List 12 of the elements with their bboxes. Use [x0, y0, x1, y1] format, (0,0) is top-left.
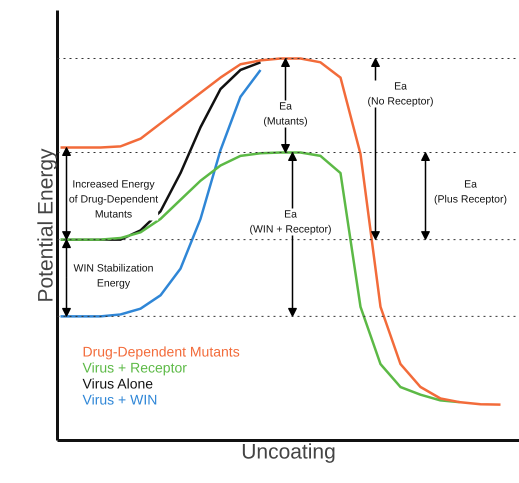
- annotation: Increased Energy of Drug-Dependent Mutants: [68, 178, 158, 220]
- annotation: Ea (No Receptor): [368, 80, 434, 108]
- annotation: Ea (Plus Receptor): [434, 178, 507, 206]
- text: Virus + WIN: [82, 392, 158, 408]
- x-axis-title: Uncoating: [241, 440, 336, 464]
- annotation: WIN Stabilization Energy: [74, 262, 154, 290]
- annotation: Ea (WIN + Receptor): [250, 208, 332, 236]
- text: Drug-Dependent Mutants: [82, 344, 240, 360]
- y-axis-title: Potential Energy: [34, 148, 58, 303]
- text: Virus Alone: [82, 376, 154, 392]
- annotation: Ea (Mutants): [263, 100, 308, 128]
- text: Virus + Receptor: [82, 360, 188, 376]
